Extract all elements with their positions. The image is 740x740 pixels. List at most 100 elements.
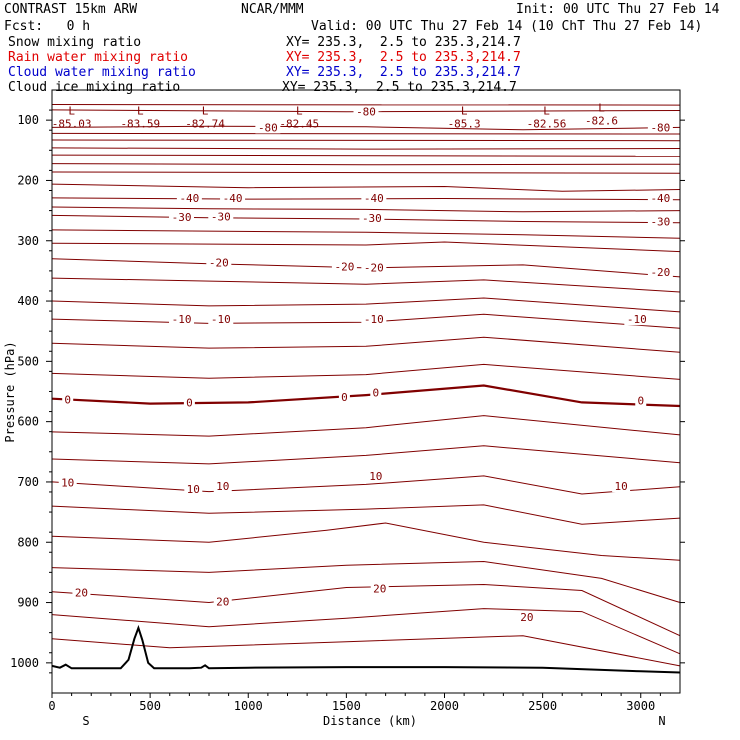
isotherm-line-29 [51, 608, 681, 655]
contour-label-19: 0 [64, 393, 71, 406]
contour-label-0: -80 [258, 121, 278, 134]
low-marker-1: L [137, 105, 144, 118]
contour-label-22: 0 [373, 387, 380, 400]
isotherm-line-27 [51, 560, 681, 603]
x-axis-label: Distance (km) [323, 714, 417, 728]
contour-label-bg-17 [361, 313, 387, 326]
contour-label-bg-12 [331, 260, 357, 273]
terrain-surface-line [51, 624, 681, 674]
legend-cloudice-xy: XY= 235.3, 2.5 to 235.3,214.7 [282, 80, 517, 95]
y-tick-label-6: 700 [17, 475, 39, 489]
plot-frame [51, 89, 681, 694]
contour-label-13: -20 [364, 261, 384, 274]
isotherm-line-22 [51, 415, 681, 437]
contour-label-3: -40 [179, 192, 199, 205]
contour-label-bg-18 [624, 313, 650, 326]
low-marker-3: L [296, 105, 303, 118]
y-tick-label-5: 600 [17, 415, 39, 429]
contour-label-bg-30 [213, 595, 232, 608]
isotherm-line-25 [51, 504, 681, 525]
contour-label-20: 0 [186, 396, 193, 409]
isotherm-line-17 [51, 297, 681, 313]
isotherm-line-6 [51, 154, 681, 157]
isotherm-line-16 [51, 277, 681, 293]
low-marker-5: L [543, 105, 550, 118]
y-tick-label-8: 900 [17, 596, 39, 610]
contour-label-bg-22 [370, 386, 382, 399]
contour-label-bg-6 [647, 191, 673, 204]
legend-rain-xy: XY= 235.3, 2.5 to 235.3,214.7 [286, 50, 521, 65]
contour-label-bg-32 [517, 611, 536, 624]
contour-label-24: 10 [61, 477, 74, 490]
contour-label-9: -30 [362, 212, 382, 225]
y-tick-label-4: 500 [17, 354, 39, 368]
contour-label-8: -30 [211, 211, 231, 224]
isotherm-line-23 [51, 445, 681, 465]
x-tick-label-1: 500 [139, 699, 161, 713]
low-value-5: -82.56 [527, 118, 567, 131]
y-tick-label-7: 800 [17, 535, 39, 549]
low-value-6: -82.6 [585, 115, 618, 128]
low-value-0: -85.03 [52, 118, 92, 131]
valid-time: Valid: 00 UTC Thu 27 Feb 14 (10 ChT Thu … [311, 19, 703, 34]
low-value-4: -85.3 [448, 118, 481, 131]
terrain [51, 624, 681, 674]
chart-title: CONTRAST 15km ARW [4, 2, 138, 17]
contour-label-bg-9 [359, 211, 385, 224]
contour-label-27: 10 [369, 470, 382, 483]
low-marker-6: L [598, 102, 605, 115]
x-end-label-left: S [82, 714, 89, 728]
contour-label-bg-14 [647, 266, 673, 279]
isotherm-line-30 [51, 635, 681, 667]
y-tick-label-0: 100 [17, 113, 39, 127]
contour-label-bg-2 [647, 121, 673, 134]
isotherm-line-4 [51, 139, 681, 142]
x-tick-label-3: 1500 [332, 699, 361, 713]
low-value-2: -82.74 [185, 118, 225, 131]
init-time: Init: 00 UTC Thu 27 Feb 14 [516, 2, 720, 17]
y-tick-label-1: 200 [17, 173, 39, 187]
isotherm-line-3 [51, 132, 681, 135]
contour-label-bg-20 [183, 396, 195, 409]
x-tick-label-6: 3000 [626, 699, 655, 713]
contour-label-11: -20 [209, 256, 229, 269]
low-value-1: -83.59 [120, 118, 160, 131]
x-tick-label-4: 2000 [430, 699, 459, 713]
isotherm-line-9 [51, 183, 681, 192]
isotherm-line-26 [51, 522, 681, 561]
contour-label-bg-29 [72, 586, 91, 599]
contour-label-16: -10 [211, 313, 231, 326]
low-marker-0: L [68, 105, 75, 118]
y-tick-label-3: 400 [17, 294, 39, 308]
isotherm-line-0 [51, 104, 681, 106]
contour-label-28: 10 [615, 480, 628, 493]
contour-label-1: -80 [356, 106, 376, 119]
contour-label-4: -40 [223, 192, 243, 205]
contour-label-30: 20 [216, 595, 229, 608]
isotherm-line-14 [51, 241, 681, 253]
y-axis-label: Pressure (hPa) [3, 341, 17, 442]
isotherm-line-1 [51, 109, 681, 113]
zero-isotherm-line [51, 384, 681, 408]
contour-label-26: 10 [216, 480, 229, 493]
isotherm-line-13 [51, 229, 681, 239]
x-tick-label-2: 1000 [234, 699, 263, 713]
isotherm-line-19 [51, 336, 681, 353]
low-marker-4: L [461, 105, 468, 118]
contour-label-bg-21 [338, 390, 350, 403]
contour-labels: L-85.03L-83.59L-82.74L-82.45L-85.3L-82.5… [52, 102, 673, 624]
isotherm-line-8 [51, 171, 681, 174]
contour-label-bg-7 [169, 211, 195, 224]
contour-label-bg-15 [169, 313, 195, 326]
isotherm-line-7 [51, 163, 681, 166]
contour-label-bg-31 [370, 582, 389, 595]
forecast-hour: Fcst: 0 h [4, 19, 91, 34]
contour-label-32: 20 [520, 611, 533, 624]
contour-label-bg-0 [255, 121, 281, 134]
contour-label-bg-8 [208, 210, 234, 223]
contour-label-bg-11 [206, 256, 232, 269]
contour-label-2: -80 [650, 121, 670, 134]
contour-label-bg-23 [635, 394, 647, 407]
